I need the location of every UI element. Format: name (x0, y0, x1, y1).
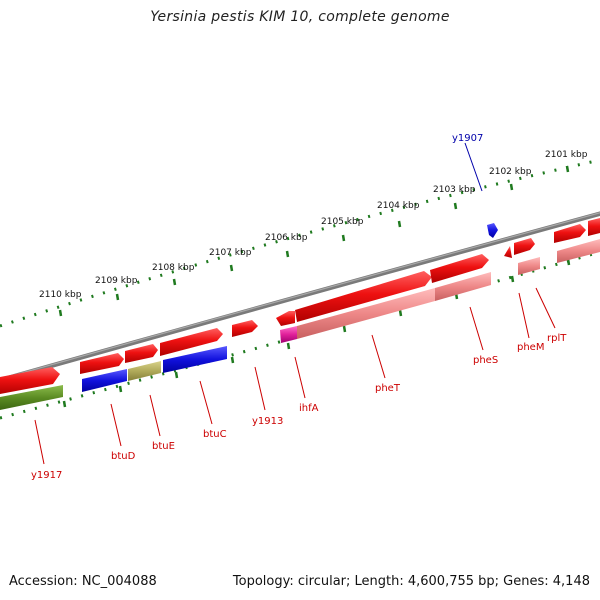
feature-pheS (435, 272, 491, 301)
ruler-label: 2102 kbp (489, 167, 532, 177)
gene-pheS-arrow (430, 254, 489, 283)
feature-ihfA (280, 326, 297, 343)
gene-pheM-arrow (504, 246, 512, 258)
gene-y1907-arrow (487, 223, 498, 238)
gene-label-y1913: y1913 (252, 416, 283, 427)
gene-btuD-arrow (80, 353, 124, 374)
feature-band (0, 239, 600, 410)
gene-btuE-arrow (125, 344, 158, 363)
ruler-label: 2104 kbp (377, 201, 420, 211)
feature-btuC (163, 346, 227, 373)
gene-label-pheS: pheS (473, 355, 498, 366)
ruler-label: 2105 kbp (321, 217, 364, 227)
ruler-labels: 2110 kbp 2109 kbp 2108 kbp 2107 kbp 2106… (39, 150, 588, 300)
gene-y1913-arrow (232, 320, 258, 337)
gene-btuC-arrow (160, 328, 223, 356)
gene-y1917-arrow (0, 367, 60, 395)
genome-backbone (0, 211, 600, 383)
feature-pheT (297, 288, 435, 339)
gene-label-rplT: rplT (547, 333, 567, 344)
feature-next (557, 239, 600, 263)
gene-label-y1917: y1917 (31, 470, 62, 481)
ruler-label: 2103 kbp (433, 185, 476, 195)
gene-label-y1907: y1907 (452, 133, 483, 144)
ruler-label: 2107 kbp (209, 248, 252, 258)
gene-ihfA-arrow (276, 311, 295, 326)
map-title: Yersinia pestis KIM 10, complete genome (150, 9, 450, 25)
gene-label-pheT: pheT (375, 383, 401, 394)
feature-rplT (518, 257, 540, 275)
gene-label-ihfA: ihfA (299, 403, 319, 414)
gene-pheT-arrow (295, 271, 432, 322)
ruler-major-ticks (58, 165, 570, 317)
gene-edge-arrow (588, 218, 600, 236)
feature-btuD (82, 369, 127, 392)
accession-text: Accession: NC_004088 (9, 574, 157, 589)
callout-line-y1907 (464, 142, 483, 192)
gene-labels: y1917 btuD btuE btuC y1913 ihfA pheT phe… (31, 333, 567, 481)
feature-y1917 (0, 385, 63, 410)
gene-label-pheM: pheM (517, 342, 544, 353)
genome-summary: Topology: circular; Length: 4,600,755 bp… (232, 574, 590, 589)
callout-lines (34, 287, 556, 465)
gene-rplT-arrow (514, 238, 535, 255)
gene-next-arrow (554, 224, 586, 243)
forward-strand-genes (0, 218, 600, 395)
ruler-label: 2101 kbp (545, 150, 588, 160)
feature-btuE (128, 361, 161, 381)
ruler-label: 2110 kbp (39, 290, 82, 300)
ruler-label: 2109 kbp (95, 276, 138, 286)
ruler-label: 2106 kbp (265, 233, 308, 243)
ruler-label: 2108 kbp (152, 263, 195, 273)
gene-label-btuE: btuE (152, 441, 175, 452)
gene-label-btuC: btuC (203, 429, 227, 440)
gene-label-btuD: btuD (111, 451, 136, 462)
ruler-inner-dots (0, 250, 600, 420)
genome-backbone-highlight (0, 212, 600, 380)
